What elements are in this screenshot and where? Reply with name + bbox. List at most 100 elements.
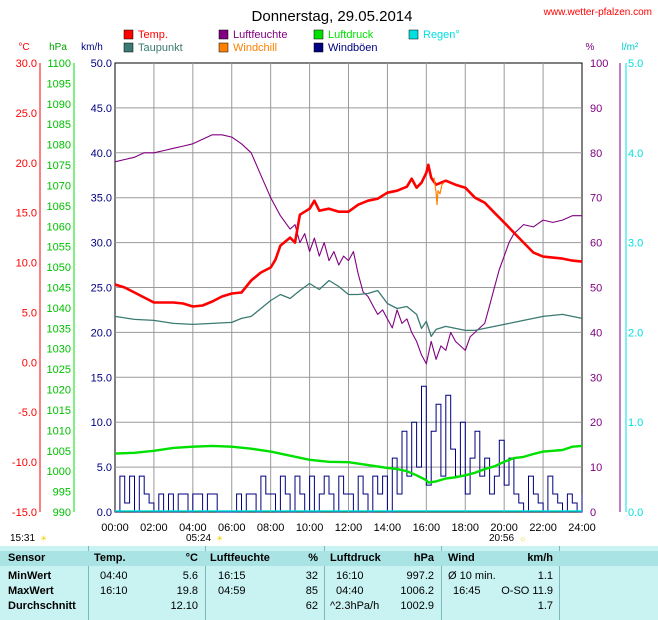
site-link[interactable]: www.wetter-pfalzen.com: [543, 7, 652, 18]
temp-value: 12.10: [170, 600, 198, 612]
wind-value: O-SO 11.9: [501, 585, 553, 597]
legend-label: Luftfeuchte: [233, 29, 287, 41]
legend-swatch: [313, 42, 324, 53]
wind-tick-label: 20.0: [91, 327, 112, 339]
header-temp-unit: °C: [185, 552, 198, 564]
humidity-tick-label: 10: [590, 462, 602, 474]
x-tick-label: 16:00: [413, 522, 441, 534]
rain-tick-label: 0.0: [628, 507, 643, 519]
table-divider: [205, 546, 206, 620]
rain-tick-label: 2.0: [628, 327, 643, 339]
wind-time: Ø 10 min.: [448, 570, 496, 582]
humidity-tick-label: 20: [590, 417, 602, 429]
pressure-tick-label: 1100: [47, 58, 71, 70]
sunset-icon: ☼: [519, 534, 526, 543]
x-tick-label: 06:00: [218, 522, 246, 534]
humidity-value: 62: [305, 600, 318, 612]
rain-tick-label: 4.0: [628, 148, 643, 160]
table-divider: [88, 546, 89, 620]
pressure-time: 04:40: [336, 585, 364, 597]
pressure-tick-label: 1045: [47, 283, 71, 295]
table-divider: [324, 546, 325, 620]
table-divider: [559, 546, 560, 620]
luftdruck-series: [114, 444, 583, 484]
row-label: MinWert: [8, 570, 52, 582]
wind-gusts-series: [115, 385, 583, 513]
wind-value: 1.1: [537, 570, 553, 582]
rain-axis-unit: l/m²: [622, 42, 639, 53]
legend: Temp. Luftfeuchte Luftdruck Regen° Taupunkt W…: [123, 29, 460, 54]
wind-tick-label: 0.0: [97, 507, 112, 519]
temp-tick-label: -10.0: [12, 457, 37, 469]
humidity-axis-unit: %: [586, 42, 595, 53]
pressure-value: 1002.9: [400, 600, 434, 612]
pressure-tick-label: 1030: [47, 344, 71, 356]
wind-tick-label: 10.0: [91, 417, 112, 429]
pressure-tick-label: 1070: [47, 180, 71, 192]
weather-chart: Donnerstag, 29.05.2014 www.wetter-pfalze…: [10, 7, 652, 544]
legend-label: Taupunkt: [138, 42, 183, 54]
legend-swatch: [123, 29, 134, 40]
pressure-tick-label: 1080: [47, 140, 71, 152]
temp-value: 5.6: [182, 570, 198, 582]
rain-tick-label: 1.0: [628, 417, 643, 429]
x-tick-label: 08:00: [257, 522, 285, 534]
wind-tick-label: 30.0: [91, 238, 112, 250]
x-tick-label: 18:00: [451, 522, 479, 534]
table-divider: [441, 546, 442, 620]
table-row: MaxWert 16:10 19.8 04:59 85 04:40 1006.2…: [0, 584, 658, 599]
luftfeuchte-series: [114, 134, 582, 365]
temp-tick-label: 15.0: [16, 208, 37, 220]
legend-label: Regen°: [423, 29, 460, 41]
legend-swatch: [408, 29, 419, 40]
temp-series: [114, 163, 583, 308]
temp-time: 16:10: [100, 585, 128, 597]
pressure-tick-label: 1020: [47, 385, 71, 397]
pressure-value: 1006.2: [400, 585, 434, 597]
temp-tick-label: -15.0: [12, 507, 37, 519]
legend-label: Windböen: [328, 42, 378, 54]
windchill-series: [433, 177, 445, 206]
wind-tick-label: 50.0: [91, 58, 112, 70]
header-pressure-unit: hPa: [413, 552, 434, 564]
pressure-axis-unit: hPa: [49, 42, 67, 53]
humidity-value: 32: [305, 570, 318, 582]
chart-title: Donnerstag, 29.05.2014: [252, 8, 413, 25]
legend-swatch: [123, 42, 134, 53]
wind-time: 16:45: [453, 585, 481, 597]
pressure-tick-label: 990: [53, 507, 71, 519]
x-tick-label: 20:00: [490, 522, 518, 534]
rain-tick-label: 3.0: [628, 238, 643, 250]
temp-tick-label: 5.0: [22, 307, 37, 319]
x-tick-label: 24:00: [568, 522, 596, 534]
x-tick-label: 14:00: [374, 522, 402, 534]
pressure-tick-label: 1035: [47, 323, 71, 335]
sunrise-prev-icon: ☀: [40, 534, 47, 543]
humidity-tick-label: 90: [590, 103, 602, 115]
stats-table: Sensor Temp. °C Luftfeuchte % Luftdruck …: [0, 546, 658, 620]
wind-axis-unit: km/h: [81, 42, 103, 53]
pressure-tick-label: 1000: [47, 466, 71, 478]
humidity-tick-label: 60: [590, 238, 602, 250]
header-sensor: Sensor: [8, 552, 46, 564]
legend-swatch: [313, 29, 324, 40]
sunrise-prev-time: 15:31: [10, 533, 35, 544]
legend-label: Luftdruck: [328, 29, 374, 41]
pressure-value: 997.2: [406, 570, 434, 582]
pressure-tick-label: 1015: [47, 405, 71, 417]
row-label: MaxWert: [8, 585, 54, 597]
legend-swatch: [218, 42, 229, 53]
axis-ticks: 30.0 25.0 20.0 15.0 10.0 5.0 0.0 -5.0 -10.0 -15.0…: [12, 58, 643, 534]
x-tick-label: 02:00: [140, 522, 168, 534]
temp-tick-label: 30.0: [16, 58, 37, 70]
pressure-tick-label: 1055: [47, 242, 71, 254]
pressure-tick-label: 1065: [47, 201, 71, 213]
sunrise-icon: ☀: [216, 534, 223, 543]
pressure-tick-label: 1025: [47, 364, 71, 376]
legend-swatch: [218, 29, 229, 40]
wind-tick-label: 40.0: [91, 148, 112, 160]
legend-label: Temp.: [138, 29, 168, 41]
wind-tick-label: 35.0: [91, 193, 112, 205]
temp-time: 04:40: [100, 570, 128, 582]
